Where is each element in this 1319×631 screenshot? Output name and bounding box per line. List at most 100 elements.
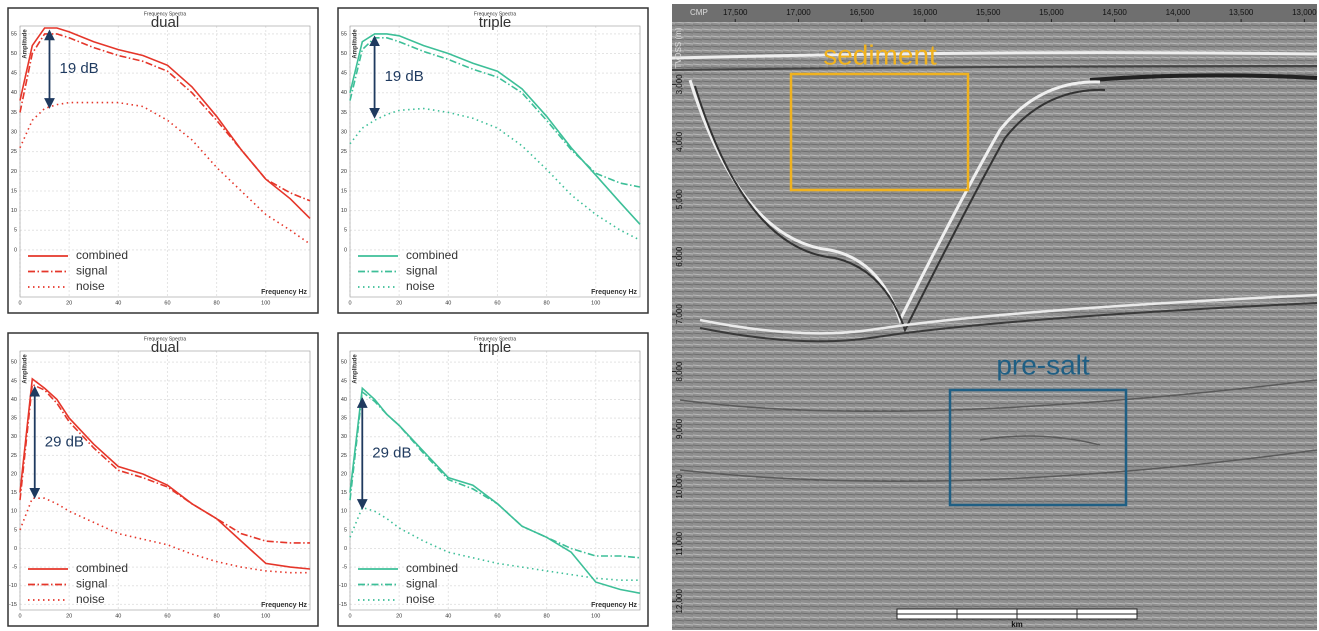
y-tick-label: 35 — [11, 416, 17, 422]
panel-frame — [8, 333, 318, 626]
x-tick-label: 15,500 — [976, 8, 1001, 17]
x-tick-label: 20 — [396, 300, 402, 306]
x-tick-label: 100 — [591, 613, 600, 619]
legend-label: noise — [76, 279, 105, 293]
x-tick-label: 0 — [348, 300, 351, 306]
legend-label: noise — [406, 279, 435, 293]
seismic-section: sediment pre-salt km CMP TVDSS (m) 17,50… — [672, 4, 1317, 630]
x-tick-label: 13,500 — [1229, 8, 1254, 17]
annotation-label: 29 dB — [372, 444, 411, 461]
x-tick-label: 20 — [396, 613, 402, 619]
y-tick-label: 40 — [341, 90, 347, 96]
legend-label: noise — [406, 592, 435, 606]
y-tick-label: 9,000 — [675, 418, 684, 439]
chart-subtitle: triple — [479, 14, 512, 31]
y-tick-label: 25 — [341, 149, 347, 155]
panel-frame — [338, 8, 648, 313]
y-tick-label: 25 — [341, 453, 347, 459]
y-tick-label: 55 — [11, 31, 17, 37]
y-tick-label: 25 — [11, 149, 17, 155]
x-tick-label: 14,000 — [1166, 8, 1191, 17]
y-tick-label: 11,000 — [675, 531, 684, 555]
x-tick-label: 40 — [445, 613, 451, 619]
y-axis-label: TVDSS (m) — [674, 27, 683, 68]
y-tick-label: 50 — [11, 360, 17, 366]
y-tick-label: 35 — [341, 416, 347, 422]
y-tick-label: 50 — [341, 360, 347, 366]
chart-subtitle: dual — [151, 14, 179, 31]
chart-panel: Frequency Spectra05101520253035404550550… — [338, 8, 648, 313]
x-axis-label: Frequency Hz — [261, 602, 307, 609]
y-tick-label: 10,000 — [675, 474, 684, 499]
scale-label: km — [1011, 620, 1023, 629]
x-tick-label: 80 — [544, 613, 550, 619]
y-tick-label: 35 — [341, 110, 347, 116]
x-tick-label: 0 — [18, 613, 21, 619]
x-tick-label: 17,500 — [723, 8, 748, 17]
y-tick-label: 20 — [341, 471, 347, 477]
y-tick-label: -15 — [339, 602, 347, 608]
legend-label: combined — [76, 248, 128, 262]
x-tick-label: 100 — [591, 300, 600, 306]
y-tick-label: 55 — [341, 31, 347, 37]
annotation-label: 19 dB — [59, 60, 98, 77]
y-tick-label: 5 — [344, 228, 347, 234]
y-axis-label: Amplitude — [23, 354, 29, 384]
y-tick-label: 5 — [344, 527, 347, 533]
chart-panel: Frequency Spectra-15-10-5051015202530354… — [8, 333, 318, 626]
x-tick-label: 16,000 — [913, 8, 938, 17]
legend-label: signal — [406, 577, 437, 591]
legend-label: signal — [406, 264, 437, 278]
y-tick-label: 10 — [11, 509, 17, 515]
x-tick-label: 100 — [261, 300, 270, 306]
y-tick-label: 40 — [341, 397, 347, 403]
y-tick-label: 35 — [11, 110, 17, 116]
y-axis-label: Amplitude — [353, 354, 359, 384]
x-tick-label: 13,000 — [1292, 8, 1317, 17]
y-tick-label: 30 — [341, 129, 347, 135]
x-tick-label: 60 — [164, 613, 170, 619]
x-axis-label: Frequency Hz — [591, 289, 637, 296]
y-tick-label: 30 — [11, 434, 17, 440]
x-tick-label: 80 — [214, 613, 220, 619]
y-tick-label: 0 — [344, 546, 347, 552]
y-tick-label: 10 — [341, 208, 347, 214]
y-tick-label: -5 — [12, 565, 17, 571]
y-tick-label: 45 — [341, 71, 347, 77]
legend-label: noise — [76, 592, 105, 606]
x-tick-label: 15,000 — [1039, 8, 1064, 17]
y-tick-label: 15 — [341, 490, 347, 496]
annotation-label: 19 dB — [385, 68, 424, 85]
x-tick-label: 80 — [544, 300, 550, 306]
y-tick-label: 45 — [341, 378, 347, 384]
y-tick-label: 0 — [14, 247, 17, 253]
y-tick-label: 20 — [11, 169, 17, 175]
y-tick-label: -15 — [9, 602, 17, 608]
y-tick-label: 10 — [341, 509, 347, 515]
y-tick-label: 15 — [11, 490, 17, 496]
legend-label: combined — [406, 248, 458, 262]
chart-panel: Frequency Spectra-15-10-5051015202530354… — [338, 333, 648, 626]
page: sediment pre-salt km CMP TVDSS (m) 17,50… — [0, 0, 1319, 631]
annotation-label: 29 dB — [45, 433, 84, 450]
x-tick-label: 100 — [261, 613, 270, 619]
x-axis-label: CMP — [690, 8, 708, 17]
x-tick-label: 14,500 — [1102, 8, 1127, 17]
y-tick-label: 40 — [11, 90, 17, 96]
x-tick-label: 0 — [18, 300, 21, 306]
y-tick-label: 15 — [11, 188, 17, 194]
panel-frame — [8, 8, 318, 313]
legend-label: combined — [406, 561, 458, 575]
y-tick-label: -5 — [342, 565, 347, 571]
x-tick-label: 80 — [214, 300, 220, 306]
y-tick-label: 45 — [11, 71, 17, 77]
x-tick-label: 16,500 — [849, 8, 874, 17]
y-tick-label: 12,000 — [675, 588, 684, 613]
y-axis-label: Amplitude — [23, 29, 29, 59]
x-tick-label: 60 — [164, 300, 170, 306]
x-tick-label: 20 — [66, 300, 72, 306]
y-tick-label: 6,000 — [675, 246, 684, 267]
y-tick-label: 25 — [11, 453, 17, 459]
y-tick-label: 40 — [11, 397, 17, 403]
x-tick-label: 60 — [494, 613, 500, 619]
